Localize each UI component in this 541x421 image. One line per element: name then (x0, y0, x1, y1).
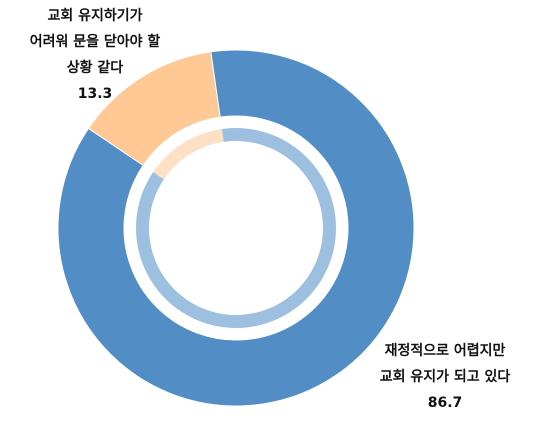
inner-ring (153, 129, 224, 180)
label-line: 어려워 문을 닫아야 할 (30, 33, 161, 50)
label-line: 교회 유지가 되고 있다 (380, 369, 511, 385)
value-label: 13.3 (78, 86, 113, 102)
label-line: 상황 같다 (67, 59, 124, 76)
label-line: 재정적으로 어렵지만 (385, 342, 506, 359)
label-line: 교회 유지하기가 (47, 7, 142, 24)
slice (57, 49, 415, 407)
value-label: 86.7 (428, 395, 463, 411)
